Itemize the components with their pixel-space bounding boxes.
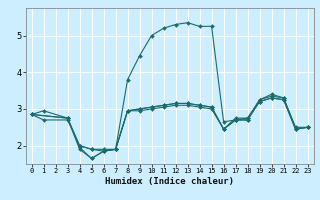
X-axis label: Humidex (Indice chaleur): Humidex (Indice chaleur) [105, 177, 234, 186]
